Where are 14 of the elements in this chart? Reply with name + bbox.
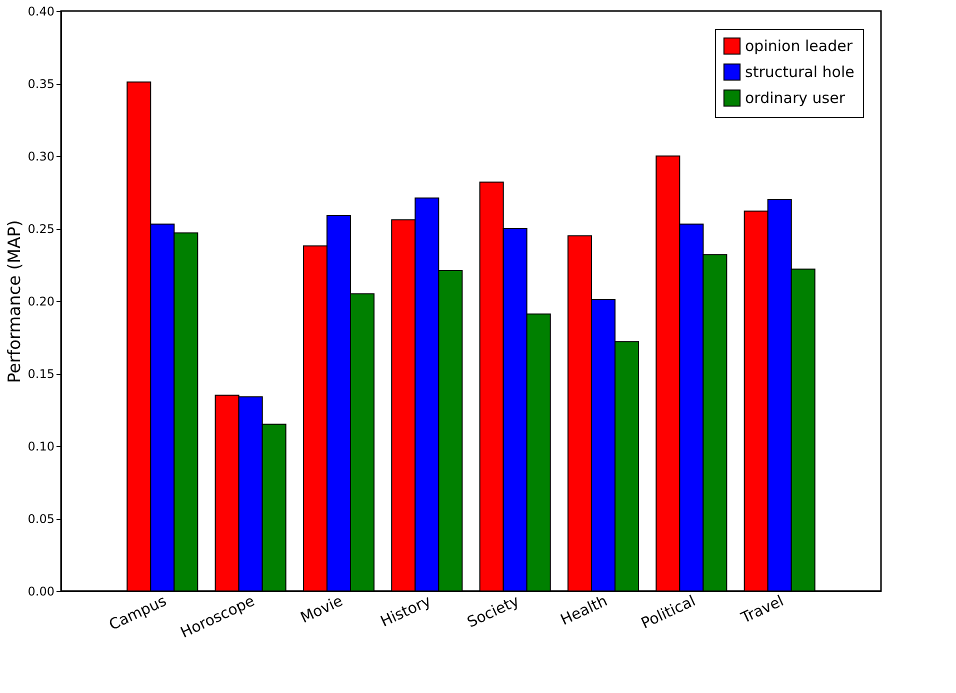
y-tick-label: 0.25 <box>28 222 54 236</box>
x-tick-label: Movie <box>298 592 346 627</box>
y-tick-label: 0.05 <box>28 512 54 526</box>
legend-label: opinion leader <box>745 37 854 55</box>
legend-label: ordinary user <box>745 89 846 107</box>
y-tick-label: 0.15 <box>28 367 54 381</box>
y-axis-title: Performance (MAP) <box>4 220 25 383</box>
y-tick-label: 0.00 <box>28 584 54 598</box>
y-tick-label: 0.40 <box>28 4 54 18</box>
legend-label: structural hole <box>745 63 854 81</box>
y-tick-label: 0.35 <box>28 77 54 91</box>
y-tick-label: 0.30 <box>28 150 54 164</box>
y-tick-label: 0.10 <box>28 440 54 454</box>
y-tick-label: 0.20 <box>28 294 54 308</box>
